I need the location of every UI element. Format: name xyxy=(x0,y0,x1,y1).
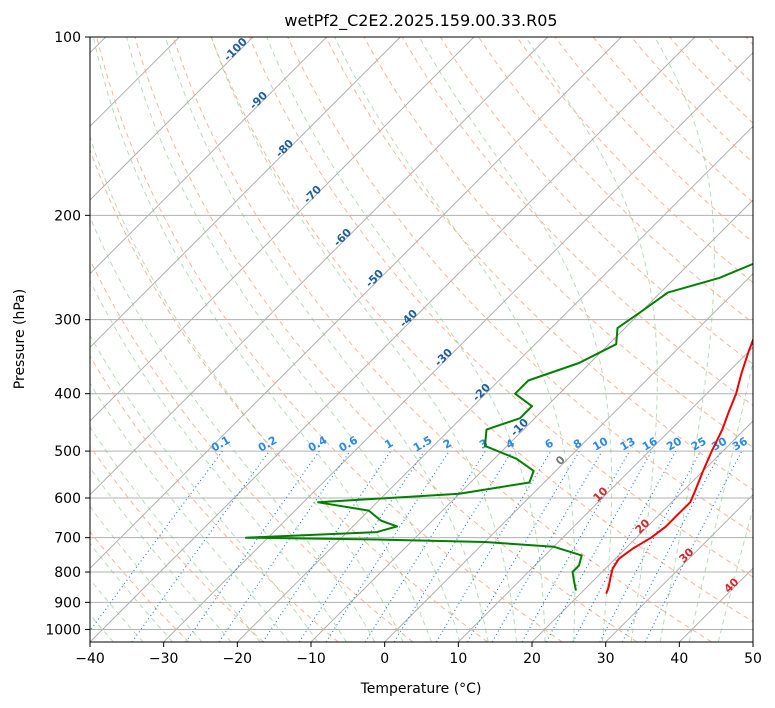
isotherm--70 xyxy=(90,37,475,422)
x-tick-label: 0 xyxy=(380,651,389,667)
dry-adiabat-110 xyxy=(439,37,753,365)
x-axis-label: Temperature (°C) xyxy=(360,681,482,697)
dry-adiabat-140 xyxy=(554,37,753,243)
dry-adiabat-130 xyxy=(516,37,753,284)
x-tick-label: −20 xyxy=(223,651,253,667)
dry-adiabat-90 xyxy=(363,37,753,448)
dry-adiabat--20 xyxy=(90,445,264,642)
mixing-ratio-line-16 xyxy=(545,450,653,642)
x-tick-label: 10 xyxy=(449,651,467,667)
dry-adiabat-100 xyxy=(401,37,753,407)
isotherm--60 xyxy=(90,37,549,496)
isotherm--80 xyxy=(90,37,401,349)
plot-area: 0.1 0.2 0.4 0.6 1 1.5 2 3 4 6 8 10 13 16 20 25 30 36-100-… xyxy=(90,37,753,642)
mixing-ratio-line-0.6 xyxy=(218,450,351,642)
x-tick-label: 20 xyxy=(523,651,541,667)
moist-adiabat-24 xyxy=(334,37,576,642)
mixing-ratio-line-0.4 xyxy=(185,450,320,642)
isotherm--100 xyxy=(90,37,254,201)
y-tick-label: 400 xyxy=(54,387,81,403)
dry-adiabat-60 xyxy=(248,37,753,578)
moist-adiabat-16 xyxy=(210,37,517,642)
y-axis-label: Pressure (hPa) xyxy=(12,289,28,389)
isotherm-20 xyxy=(531,420,753,642)
dry-adiabat-30 xyxy=(134,37,638,642)
isotherm-10 xyxy=(457,346,753,642)
dry-adiabat--30 xyxy=(90,530,190,642)
moist-adiabat--12 xyxy=(90,334,319,642)
moist-adiabat--24 xyxy=(90,467,232,642)
moist-adiabat-8 xyxy=(126,37,461,642)
x-tick-label: −40 xyxy=(75,651,105,667)
dry-adiabat-20 xyxy=(96,37,563,642)
y-tick-label: 100 xyxy=(54,30,81,46)
y-tick-label: 200 xyxy=(54,208,81,224)
plot-frame xyxy=(89,36,754,643)
y-tick-label: 600 xyxy=(54,491,81,507)
moist-adiabat-20 xyxy=(266,37,546,642)
isotherm--20 xyxy=(236,125,753,642)
isotherm--40 xyxy=(90,37,696,642)
dry-adiabat-150 xyxy=(592,37,753,203)
axes-overlay: −40 −30 −20 −10 0 10 20 30 40 50 100 200 300 400 500 60… xyxy=(45,30,762,667)
isotherm--30 xyxy=(163,51,753,642)
mixing-ratio-line-0.2 xyxy=(131,450,270,642)
y-tick-label: 700 xyxy=(54,531,81,547)
dry-adiabat-120 xyxy=(477,37,753,324)
moist-adiabat-12 xyxy=(164,37,489,642)
x-tick-label: 50 xyxy=(744,651,762,667)
isotherm-30 xyxy=(605,493,753,642)
moist-adiabat--20 xyxy=(90,426,261,642)
dewpoint-profile xyxy=(244,262,753,591)
x-tick-label: −10 xyxy=(296,651,326,667)
moist-adiabat--16 xyxy=(90,382,290,642)
dry-adiabat-80 xyxy=(325,37,753,491)
moist-adiabat--32 xyxy=(90,542,173,642)
y-tick-label: 300 xyxy=(54,313,81,329)
mixing-ratio-line-0.1 xyxy=(90,450,223,632)
mixing-ratio-line-1.5 xyxy=(298,450,425,642)
y-tick-label: 800 xyxy=(54,565,81,581)
isotherm--90 xyxy=(90,37,328,275)
mixing-ratio-line-2 xyxy=(325,450,450,642)
moist-adiabat--4 xyxy=(90,215,376,642)
x-tick-label: −30 xyxy=(149,651,179,667)
mixing-ratio-line-1 xyxy=(262,450,392,642)
dry-adiabat-40 xyxy=(172,37,712,642)
chart-title: wetPf2_C2E2.2025.159.00.33.R05 xyxy=(284,11,557,31)
dry-adiabat-70 xyxy=(287,37,753,534)
moist-adiabat--36 xyxy=(90,578,144,642)
moist-adiabat-36 xyxy=(654,37,715,642)
temperature-profile xyxy=(605,337,753,594)
moist-adiabat-28 xyxy=(418,37,613,642)
x-tick-label: 40 xyxy=(670,651,688,667)
isotherm--50 xyxy=(90,37,622,570)
y-tick-label: 900 xyxy=(54,595,81,611)
moist-adiabat-32 xyxy=(525,37,658,642)
y-tick-label: 500 xyxy=(54,444,81,460)
x-tick-label: 30 xyxy=(597,651,615,667)
moist-adiabat--28 xyxy=(90,505,203,642)
y-tick-label: 1000 xyxy=(45,622,81,638)
moist-adiabat-4 xyxy=(92,37,432,642)
dry-adiabat-160 xyxy=(630,37,753,164)
moist-adiabat-0 xyxy=(90,135,404,642)
mixing-ratio-line-20 xyxy=(572,450,677,642)
